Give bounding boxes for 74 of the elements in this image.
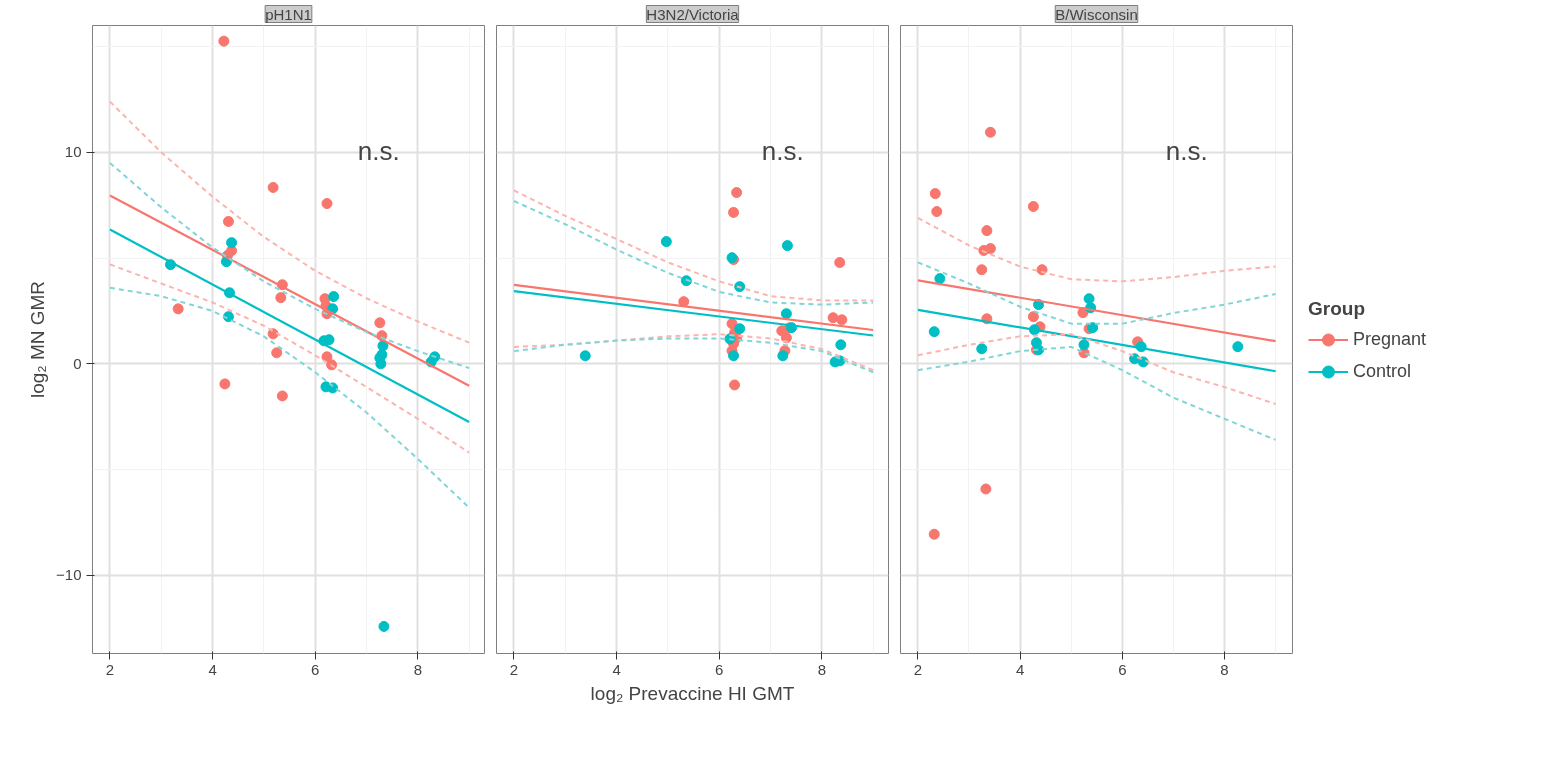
point	[1083, 293, 1095, 305]
point	[980, 483, 992, 495]
point	[579, 350, 591, 362]
point	[984, 126, 996, 138]
x-tick-label: 2	[509, 660, 519, 678]
point	[1087, 322, 1099, 334]
point	[678, 296, 690, 308]
line-series	[108, 286, 471, 509]
point	[729, 379, 741, 391]
annotation: n.s.	[1165, 136, 1208, 167]
point	[267, 181, 279, 193]
point	[934, 273, 946, 285]
legend-label: Control	[1353, 360, 1412, 382]
point	[835, 339, 847, 351]
point	[836, 314, 848, 326]
point	[275, 292, 287, 304]
x-tick-label: 6	[311, 660, 320, 678]
x-tick-label: 8	[413, 660, 422, 678]
point	[1027, 201, 1039, 212]
point	[1027, 311, 1039, 323]
point	[928, 528, 940, 540]
point	[734, 323, 746, 335]
point	[781, 240, 793, 252]
x-tick-label: 2	[105, 660, 115, 678]
point	[929, 188, 941, 200]
line-series	[108, 263, 471, 454]
x-tick-label: 4	[1015, 660, 1025, 678]
point	[218, 35, 230, 47]
point	[976, 343, 988, 355]
point	[780, 308, 792, 320]
point	[777, 350, 789, 362]
x-tick-label: 8	[1220, 660, 1229, 678]
point	[728, 206, 740, 218]
chart-title: B/Wisconsin	[1055, 5, 1138, 23]
point	[834, 257, 846, 269]
x-tick-label: 6	[715, 660, 724, 678]
point	[981, 225, 993, 237]
annotation: n.s.	[357, 136, 400, 167]
legend-title: Group	[1308, 297, 1366, 319]
point	[222, 216, 234, 227]
point	[928, 326, 940, 338]
point	[1078, 339, 1090, 351]
point	[660, 236, 672, 248]
point	[931, 206, 943, 218]
y-tick-label: −10	[56, 566, 82, 584]
annotation: n.s.	[761, 136, 804, 167]
x-axis-title: log₂ Prevaccine HI GMT	[590, 682, 795, 704]
point	[1232, 341, 1244, 353]
x-tick-label: 4	[612, 660, 621, 678]
point	[276, 390, 288, 402]
point	[827, 312, 839, 324]
line-series	[108, 161, 471, 370]
point	[378, 620, 390, 632]
point	[328, 291, 340, 303]
point	[271, 347, 283, 359]
point	[172, 303, 184, 315]
y-axis-title: log₂ MN GMR	[27, 280, 49, 399]
point	[321, 198, 333, 210]
point	[374, 317, 386, 329]
point	[219, 378, 231, 390]
point	[728, 350, 740, 362]
x-tick-label: 4	[208, 660, 217, 678]
chart-title: pH1N1	[265, 5, 312, 23]
chart-title: H3N2/Victoria	[646, 5, 740, 23]
point	[976, 264, 988, 276]
x-tick-label: 6	[1118, 660, 1127, 678]
line-series	[108, 100, 471, 344]
point	[731, 187, 743, 199]
legend-label: Pregnant	[1353, 328, 1427, 350]
y-tick-label: 0	[73, 354, 82, 372]
x-tick-label: 8	[817, 660, 826, 678]
y-tick-label: 10	[64, 143, 82, 161]
x-tick-label: 2	[913, 660, 923, 678]
point	[226, 237, 238, 249]
